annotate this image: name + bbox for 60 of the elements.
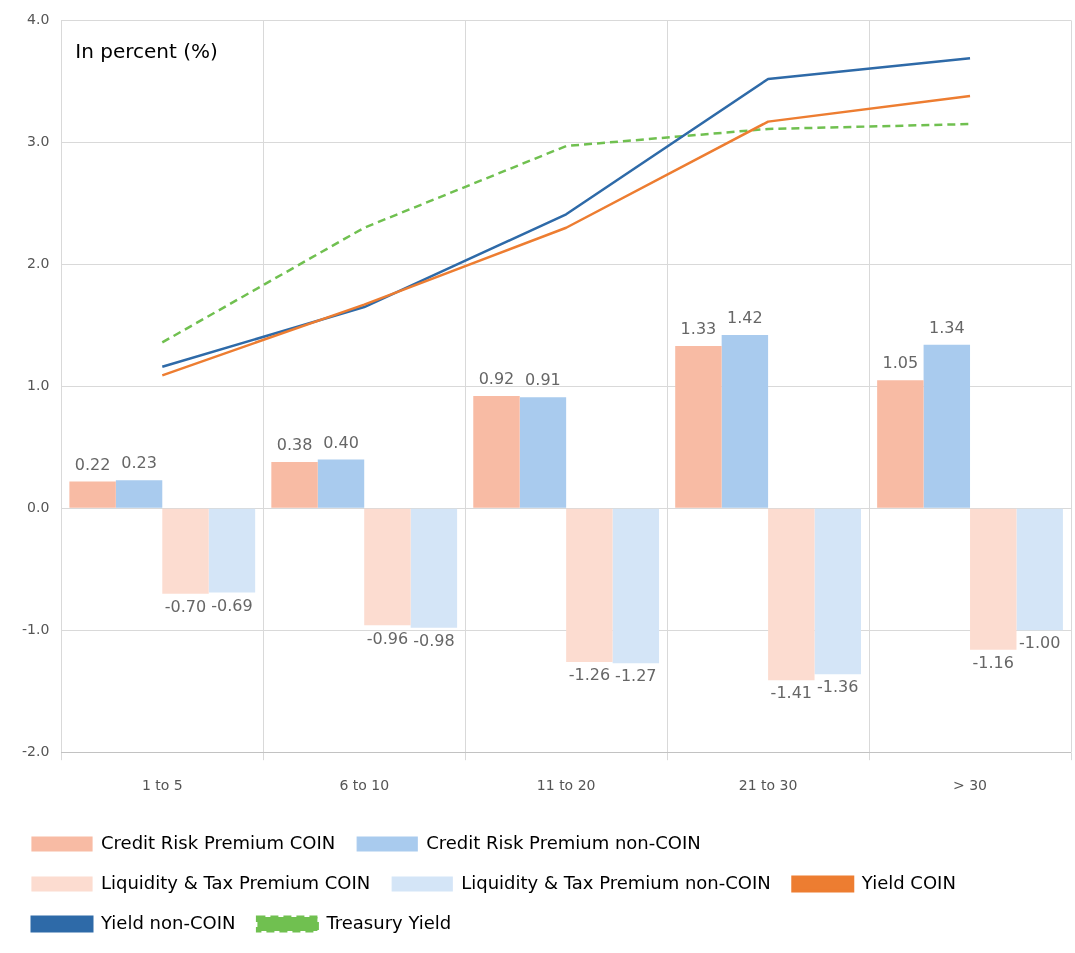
legend-label: Liquidity & Tax Premium non-COIN [461,871,771,893]
bar [410,508,458,628]
bar [675,346,722,508]
data-label: 1.33 [680,319,717,339]
bar [364,508,411,626]
y-tick-label: 3.0 [27,133,50,150]
y-tick-label: 0.0 [27,498,50,515]
annotation: In percent (%) [75,38,218,63]
legend-label: Yield non-COIN [100,911,236,933]
bar [970,508,1017,650]
y-tick-label: 1.0 [27,376,50,393]
bar [271,461,318,508]
bar [721,335,769,508]
bar [162,508,209,594]
data-label: -0.69 [211,595,253,615]
x-tick-label: 21 to 30 [738,777,798,794]
bar [923,344,971,508]
x-tick-label: 11 to 20 [536,777,596,794]
bar [768,508,815,681]
bar [208,508,256,593]
bar [877,380,924,508]
legend-label: Treasury Yield [325,911,452,933]
bar [566,508,613,662]
legend-label: Liquidity & Tax Premium COIN [101,871,371,893]
data-label: 0.38 [276,435,313,455]
bar [519,397,567,508]
data-label: -0.70 [164,596,207,616]
data-label: 0.92 [478,369,515,389]
data-label: -1.41 [770,683,813,703]
bar [1016,508,1063,631]
legend-label: Yield COIN [860,871,956,893]
data-label: -1.16 [972,652,1014,672]
bar [814,508,861,675]
bar [69,481,116,508]
data-label: -1.00 [1019,633,1061,653]
data-label: -0.98 [413,630,455,650]
bar [317,459,365,508]
bar [115,480,163,508]
data-label: 0.91 [525,370,561,390]
y-tick-label: -1.0 [21,620,50,637]
data-label: 1.42 [727,308,763,328]
data-label: -1.27 [615,666,657,686]
legend-label: Credit Risk Premium non-COIN [426,831,701,853]
bar [612,508,660,664]
data-label: -1.26 [568,665,611,685]
data-label: 0.22 [74,454,111,474]
x-tick-label: 6 to 10 [339,777,390,794]
y-tick-label: 2.0 [27,254,50,271]
bar [473,396,520,508]
data-label: 0.23 [121,453,157,473]
legend-label: Credit Risk Premium COIN [101,831,336,853]
data-label: -0.96 [366,628,409,648]
x-tick-label: > 30 [953,777,988,794]
y-tick-label: 4.0 [27,11,50,28]
y-tick-label: -2.0 [21,742,50,759]
x-tick-label: 1 to 5 [141,777,183,794]
data-label: 1.05 [882,353,919,373]
data-label: 0.40 [323,432,359,452]
data-label: -1.36 [817,677,859,697]
data-label: 1.34 [929,317,965,337]
